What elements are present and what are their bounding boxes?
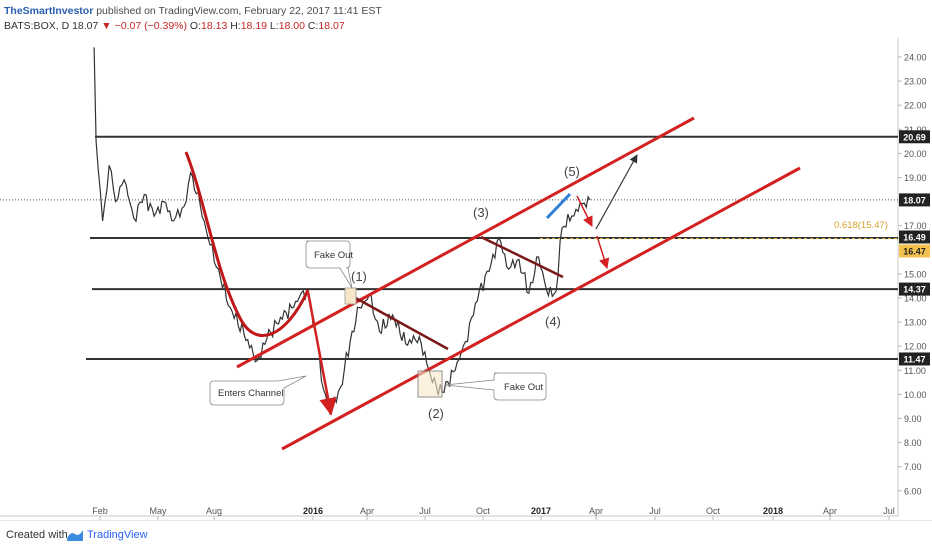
downtrend-line-2 — [480, 235, 564, 279]
author-link[interactable]: TheSmartInvestor — [4, 5, 94, 17]
projection-arrow-down-1 — [576, 195, 593, 227]
price-label-bg — [899, 282, 930, 296]
projection-arrow-down-2 — [596, 235, 610, 270]
downtrend-line-1 — [351, 294, 449, 351]
x-tick-label: 2018 — [763, 506, 783, 516]
y-tick-label: 11.00 — [904, 366, 926, 376]
price-label-text: 16.47 — [903, 246, 926, 256]
cup-curve — [184, 151, 310, 337]
y-tick-label: 9.00 — [904, 414, 922, 424]
x-tick-label: Apr — [589, 506, 603, 516]
y-tick-label: 13.00 — [904, 318, 927, 328]
y-tick-label: 23.00 — [904, 77, 927, 87]
close-label: C: — [307, 20, 319, 32]
change-value: −0.07 (−0.39%) — [114, 20, 187, 32]
fake-out-callout-2: Fake Out — [444, 372, 547, 401]
price-label-text: 16.49 — [903, 232, 926, 242]
publish-header: TheSmartInvestor published on TradingVie… — [4, 4, 382, 18]
y-tick-label: 20.00 — [904, 149, 927, 159]
y-tick-label: 12.00 — [904, 342, 927, 352]
price-label-text: 18.07 — [903, 195, 926, 205]
enters-channel-callout-text: Enters Channel — [218, 388, 283, 399]
x-tick-label: May — [149, 506, 167, 516]
x-tick-label: Aug — [206, 506, 222, 516]
fake-out-callout-2-text: Fake Out — [504, 382, 543, 393]
price-axis-labels: 20.69 18.07 16.49 16.47 14.37 11.47 — [899, 130, 930, 366]
y-tick-label: 22.00 — [904, 101, 927, 111]
wave-5-blue-line — [545, 192, 572, 220]
high-label: H: — [230, 20, 241, 32]
y-tick-label: 8.00 — [904, 438, 922, 448]
price-label-text: 14.37 — [903, 285, 926, 295]
low-label: L: — [269, 20, 279, 32]
price-series-line — [93, 47, 591, 416]
wave-3-label: (3) — [473, 205, 489, 220]
symbol-label: BATS:BOX, D — [4, 20, 70, 32]
down-triangle-icon: ▼ — [101, 20, 112, 32]
open-value: 18.13 — [201, 20, 228, 32]
y-tick-label: 6.00 — [904, 486, 922, 496]
x-tick-label: Apr — [360, 506, 374, 516]
price-label-bg — [899, 230, 930, 244]
x-tick-label: Jul — [649, 506, 661, 516]
fake-out-box-1 — [344, 287, 357, 305]
y-tick-label: 21.00 — [904, 125, 927, 135]
y-tick-label: 24.00 — [904, 53, 927, 63]
wave-5-label: (5) — [564, 164, 580, 179]
x-tick-label: Jul — [883, 506, 895, 516]
projection-arrow-up — [595, 154, 638, 230]
channel-lower-line — [281, 166, 801, 451]
x-tick-label: Feb — [92, 506, 108, 516]
y-tick-label: 14.00 — [904, 294, 927, 304]
published-text: published on TradingView.com, February 2… — [96, 5, 382, 17]
y-tick-label: 17.00 — [904, 221, 927, 231]
fake-out-box-2 — [417, 370, 443, 398]
last-price: 18.07 — [72, 20, 99, 32]
x-tick-label: Apr — [823, 506, 837, 516]
wave-1-label: (1) — [351, 269, 367, 284]
quote-bar: BATS:BOX, D 18.07 ▼ −0.07 (−0.39%) O:18.… — [4, 19, 345, 33]
y-tick-label: 7.00 — [904, 462, 922, 472]
wave-2-label: (2) — [428, 406, 444, 421]
tradingview-brand-link[interactable]: TradingView — [87, 529, 148, 541]
x-tick-label: 2016 — [303, 506, 323, 516]
breakdown-arrow — [306, 291, 337, 416]
price-label-bg — [899, 193, 930, 207]
high-value: 18.19 — [240, 20, 267, 32]
enters-channel-callout: Enters Channel — [209, 375, 307, 406]
close-value: 18.07 — [318, 20, 345, 32]
x-tick-label: Oct — [706, 506, 721, 516]
price-label-bg — [899, 352, 930, 366]
wave-4-label: (4) — [545, 314, 561, 329]
open-label: O: — [189, 20, 202, 32]
plot-area — [0, 38, 898, 516]
x-tick-label: 2017 — [531, 506, 551, 516]
fake-out-callout-1-text: Fake Out — [314, 250, 353, 261]
price-label-bg — [899, 244, 930, 258]
tradingview-logo-icon[interactable] — [66, 528, 84, 542]
created-with-text: Created with — [6, 529, 68, 541]
fake-out-callout-1: Fake Out — [305, 240, 353, 289]
y-axis-ticks: 24.0023.0022.0021.0020.0019.0018.0017.00… — [898, 53, 927, 496]
x-axis-ticks: Feb May Aug 2016 Apr Jul Oct 2017 Apr Jul Oct 2018 A… — [92, 506, 895, 520]
low-value: 18.00 — [278, 20, 305, 32]
x-tick-label: Jul — [419, 506, 431, 516]
footer: Created with TradingView — [0, 520, 932, 551]
price-label-text: 11.47 — [903, 354, 925, 364]
price-label-text: 20.69 — [903, 132, 926, 142]
y-tick-label: 15.00 — [904, 269, 927, 279]
y-tick-label: 10.00 — [904, 390, 927, 400]
fib-level-label: 0.618(15.47) — [834, 220, 888, 231]
price-label-bg — [899, 130, 930, 144]
y-tick-label: 19.00 — [904, 173, 927, 183]
x-tick-label: Oct — [476, 506, 491, 516]
